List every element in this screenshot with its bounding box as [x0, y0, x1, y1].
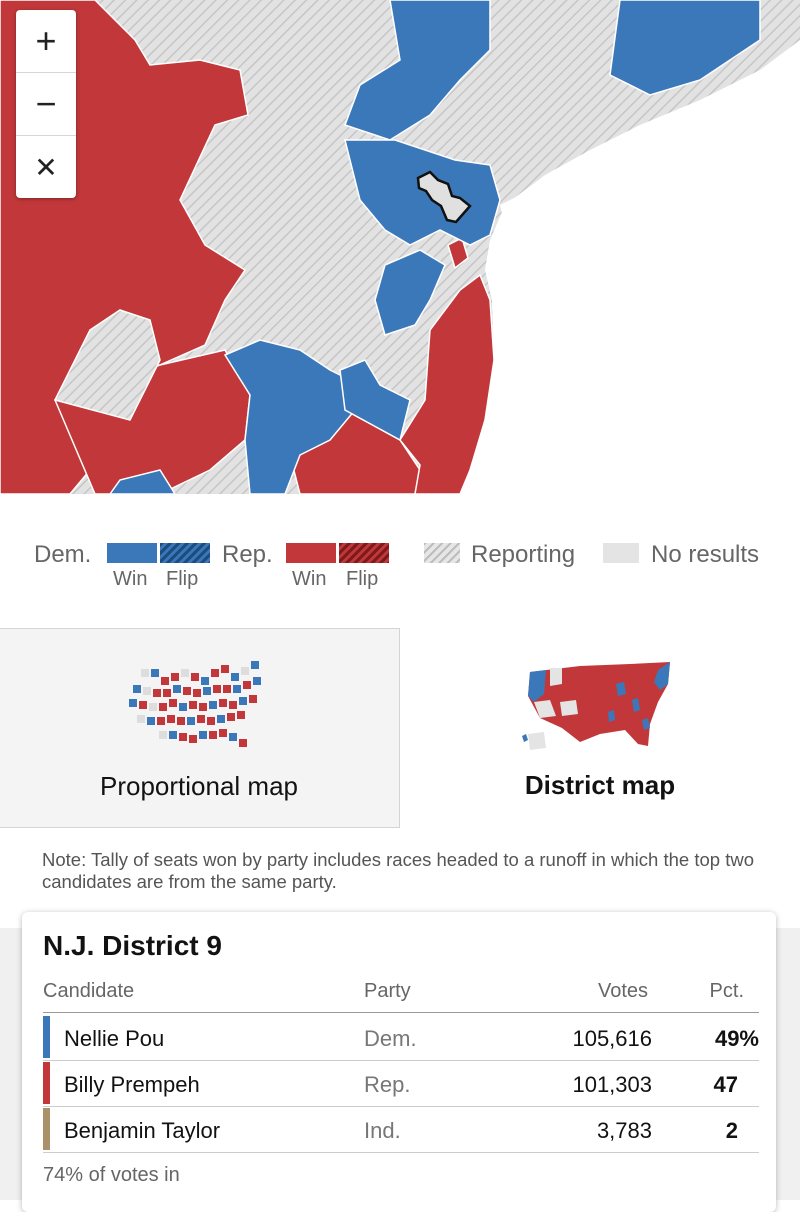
legend-no-results-swatch — [603, 543, 639, 563]
district-results-card: N.J. District 9 Candidate Party Votes Pc… — [22, 912, 776, 1212]
dem-district-north — [344, 0, 491, 141]
legend-dem-flip-swatch — [160, 543, 210, 563]
legend-no-results-label: No results — [651, 541, 760, 568]
dem-district-central — [374, 249, 446, 336]
reporting-status: 74% of votes in — [43, 1164, 180, 1186]
candidate-party: Ind. — [364, 1118, 401, 1143]
header-party: Party — [364, 980, 411, 1002]
selected-district-nj9[interactable] — [416, 170, 472, 224]
district-map-label: District map — [524, 770, 676, 800]
candidate-pct: 2 — [725, 1118, 738, 1143]
candidate-votes: 3,783 — [596, 1118, 652, 1143]
row-divider — [43, 1106, 759, 1107]
map-canvas[interactable] — [0, 0, 800, 494]
candidate-pct: 47 — [713, 1072, 738, 1097]
legend-dem-win-swatch — [107, 543, 157, 563]
legend-reporting-label: Reporting — [471, 541, 576, 568]
legend-rep-win-swatch — [286, 543, 336, 563]
dem-districts — [109, 0, 761, 494]
close-icon[interactable]: ✕ — [34, 151, 58, 183]
district-map-button[interactable]: District map — [400, 628, 800, 826]
party-color-bar — [43, 1108, 50, 1150]
dem-district-ne — [609, 0, 761, 96]
candidate-name: Benjamin Taylor — [64, 1118, 221, 1143]
proportional-map-thumbnail — [129, 661, 261, 747]
zoom-out-icon[interactable]: − — [16, 73, 76, 136]
legend-dem-win-label: Win — [113, 568, 148, 590]
long-island-water — [500, 60, 800, 225]
zoom-controls: + − ✕ — [16, 10, 76, 198]
map-legend: Dem. Win Flip Rep. Win Flip Reporting No… — [0, 530, 800, 600]
party-color-bar — [43, 1062, 50, 1104]
header-votes: Votes — [597, 980, 648, 1002]
legend-dem-label: Dem. — [34, 541, 92, 568]
table-row: Benjamin Taylor Ind. 3,783 2 — [43, 1106, 759, 1152]
header-pct: Pct. — [709, 980, 744, 1002]
dem-district-urban — [344, 139, 501, 246]
dem-district-far-sw — [109, 469, 176, 494]
candidate-party: Dem. — [364, 1026, 417, 1051]
legend-dem-flip-label: Flip — [166, 568, 199, 590]
header-divider — [43, 1012, 759, 1013]
candidate-name: Billy Prempeh — [64, 1072, 200, 1097]
row-divider — [43, 1152, 759, 1153]
district-map-thumbnail — [522, 662, 670, 750]
legend-rep-flip-label: Flip — [346, 568, 379, 590]
legend-rep-win-label: Win — [292, 568, 327, 590]
row-divider — [43, 1060, 759, 1061]
candidate-party: Rep. — [364, 1072, 411, 1097]
proportional-map-label: Proportional map — [100, 771, 298, 801]
map-type-toggle: Proportional map District map — [0, 628, 800, 828]
header-candidate: Candidate — [43, 980, 135, 1002]
table-row: Billy Prempeh Rep. 101,303 47 — [43, 1060, 759, 1106]
legend-rep-flip-swatch — [339, 543, 389, 563]
district-map[interactable]: + − ✕ — [0, 0, 800, 494]
dem-district-south — [339, 359, 411, 442]
legend-reporting-swatch — [424, 543, 460, 563]
rep-district-small — [447, 236, 469, 270]
party-color-bar — [43, 1016, 50, 1058]
table-row: Nellie Pou Dem. 105,616 49% — [43, 1014, 759, 1060]
zoom-in-icon[interactable]: + — [16, 10, 76, 73]
tally-note: Note: Tally of seats won by party includ… — [42, 849, 754, 892]
candidate-name: Nellie Pou — [64, 1026, 165, 1051]
dem-district-southwest — [223, 339, 356, 494]
reporting-patch-west — [53, 309, 161, 421]
district-title: N.J. District 9 — [43, 930, 222, 961]
candidate-votes: 101,303 — [572, 1072, 652, 1097]
legend-rep-label: Rep. — [222, 541, 273, 568]
candidate-votes: 105,616 — [572, 1026, 652, 1051]
proportional-map-button[interactable]: Proportional map — [0, 628, 400, 828]
candidate-pct: 49% — [714, 1026, 759, 1051]
